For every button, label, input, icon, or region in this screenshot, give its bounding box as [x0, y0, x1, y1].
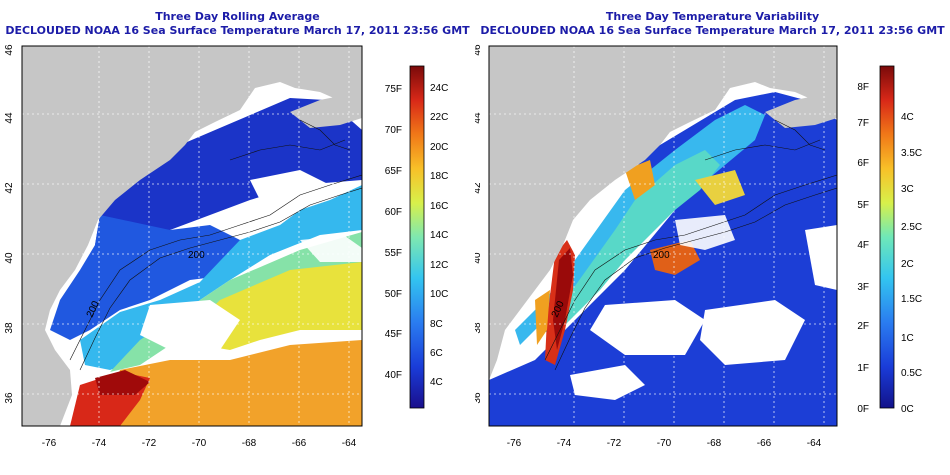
cloud-gap: [590, 300, 705, 355]
x-tick-label: -74: [92, 438, 107, 449]
x-tick-label: -72: [142, 438, 157, 449]
colorbar-f-label: 7F: [857, 118, 869, 129]
cloud-gap: [140, 300, 240, 350]
y-tick-label: 36: [4, 392, 15, 404]
x-tick-label: -68: [707, 438, 722, 449]
x-tick-label: -64: [807, 438, 822, 449]
map-area: 200 200: [22, 46, 362, 426]
colorbar-c-label: 24C: [430, 83, 448, 94]
x-tick-label: -70: [192, 438, 207, 449]
variability-shelf-band: [540, 150, 720, 335]
contour-label: 200: [653, 250, 670, 261]
x-tick-label: -70: [657, 438, 672, 449]
x-tick-label: -68: [242, 438, 257, 449]
land-north-america: [22, 46, 362, 426]
colorbar-f-label: 60F: [385, 207, 402, 218]
colorbar-c-label: 3C: [901, 184, 914, 195]
x-tick-label: -74: [557, 438, 572, 449]
y-tick-label: 38: [475, 322, 483, 334]
x-axis: -76 -74 -72 -70 -68 -66 -64: [42, 438, 357, 449]
colorbar-f-label: 5F: [857, 200, 869, 211]
map-area: 200 200: [489, 46, 837, 426]
y-tick-label: 44: [475, 112, 483, 124]
y-tick-label: 42: [4, 182, 15, 194]
y-tick-label: 38: [4, 322, 15, 334]
colorbar-f-label: 4F: [857, 240, 869, 251]
x-tick-label: -76: [42, 438, 57, 449]
x-axis: -76 -74 -72 -70 -68 -66 -64: [507, 438, 822, 449]
contour-label: 200: [188, 250, 205, 261]
colorbar: 40F 45F 50F 55F 60F 65F 70F 75F 4C 6C 8C…: [385, 65, 448, 409]
y-axis: 36 38 40 42 44 46: [4, 44, 15, 404]
colorbar-c-label: 12C: [430, 260, 448, 271]
colorbar-c-label: 8C: [430, 319, 443, 330]
map-figure: 200 200 36 38 40 42 44 46 -76 -74 -72 -7…: [4, 44, 448, 449]
colorbar-c-label: 4C: [901, 112, 914, 123]
bathymetry-contours: [544, 119, 837, 371]
colorbar-f-label: 45F: [385, 329, 402, 340]
sst-cold-gulf-of-maine: [95, 98, 362, 260]
y-tick-label: 46: [475, 44, 483, 56]
colorbar-c-label: 0C: [901, 404, 914, 415]
colorbar-c-label: 16C: [430, 201, 448, 212]
colorbar-c-label: 4C: [430, 377, 443, 388]
panel-subtitle: DECLOUDED NOAA 16 Sea Surface Temperatur…: [5, 24, 470, 37]
y-tick-label: 44: [4, 112, 15, 124]
x-tick-label: -66: [757, 438, 772, 449]
panel-subtitle: DECLOUDED NOAA 16 Sea Surface Temperatur…: [480, 24, 945, 37]
land-nova-scotia: [765, 88, 837, 128]
colorbar-f-label: 55F: [385, 248, 402, 259]
colorbar-c-label: 2C: [901, 259, 914, 270]
colorbar-f-label: 2F: [857, 321, 869, 332]
y-axis: 36 38 40 42 44 46: [475, 44, 483, 404]
map-figure: 200 200 36 38 40 42 44 46 -76 -74 -72 -7…: [475, 44, 922, 449]
colorbar-f-label: 3F: [857, 282, 869, 293]
bathymetry-contours: [69, 119, 362, 371]
panel-title: Three Day Temperature Variability: [605, 10, 820, 23]
y-tick-label: 42: [475, 182, 483, 194]
colorbar-c-label: 2.5C: [901, 222, 922, 233]
y-tick-label: 40: [4, 252, 15, 264]
colorbar-f-label: 50F: [385, 289, 402, 300]
colorbar-c-label: 1C: [901, 333, 914, 344]
colorbar-f-label: 8F: [857, 82, 869, 93]
x-tick-label: -64: [342, 438, 357, 449]
sst-orange-warm: [100, 340, 362, 426]
colorbar-f-label: 75F: [385, 84, 402, 95]
y-tick-label: 40: [475, 252, 483, 264]
x-tick-label: -76: [507, 438, 522, 449]
colorbar-f-label: 6F: [857, 158, 869, 169]
colorbar-f-label: 1F: [857, 363, 869, 374]
sst-cold-shelf: [50, 215, 240, 340]
panel-rolling-average: Three Day Rolling Average DECLOUDED NOAA…: [4, 10, 470, 449]
colorbar-c-label: 22C: [430, 112, 448, 123]
y-tick-label: 46: [4, 44, 15, 56]
colorbar-c-label: 0.5C: [901, 368, 922, 379]
colorbar-c-label: 14C: [430, 230, 448, 241]
colorbar-c-label: 18C: [430, 171, 448, 182]
colorbar-f-label: 65F: [385, 166, 402, 177]
land-nova-scotia: [290, 88, 362, 128]
x-tick-label: -66: [292, 438, 307, 449]
colorbar-c-label: 3.5C: [901, 148, 922, 159]
colorbar-f-label: 0F: [857, 404, 869, 415]
colorbar-c-label: 10C: [430, 289, 448, 300]
colorbar: 0F 1F 2F 3F 4F 5F 6F 7F 8F 0C 0.5C 1C 1.…: [857, 65, 922, 415]
panel-title: Three Day Rolling Average: [155, 10, 320, 23]
land-north-america: [489, 46, 837, 380]
colorbar-c-label: 20C: [430, 142, 448, 153]
colorbar-f-label: 40F: [385, 370, 402, 381]
x-tick-label: -72: [607, 438, 622, 449]
colorbar-f-label: 70F: [385, 125, 402, 136]
panel-temperature-variability: Three Day Temperature Variability DECLOU…: [475, 0, 950, 475]
y-tick-label: 36: [475, 392, 483, 404]
colorbar-c-label: 1.5C: [901, 294, 922, 305]
colorbar-c-label: 6C: [430, 348, 443, 359]
